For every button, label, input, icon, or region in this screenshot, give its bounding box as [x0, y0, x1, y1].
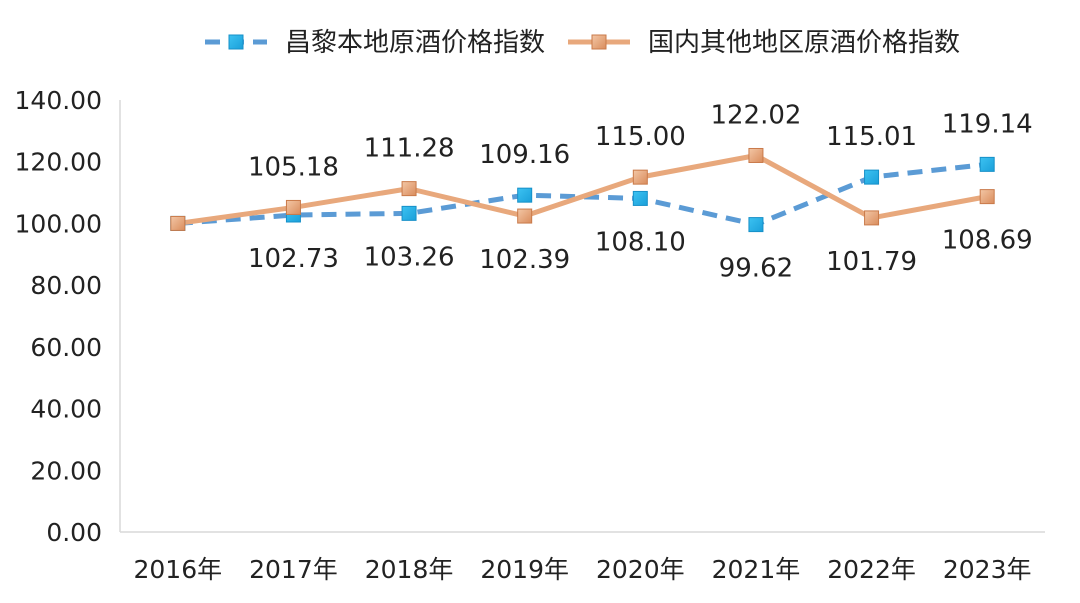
x-tick-label: 2019年 — [480, 555, 569, 584]
series-2-marker — [170, 215, 186, 231]
series-2-data-label: 105.18 — [248, 152, 339, 182]
series-line-2 — [175, 152, 990, 226]
y-tick-label: 100.00 — [15, 209, 102, 238]
series-2-marker — [632, 169, 648, 185]
series-1-marker — [517, 187, 533, 203]
series-2-data-label: 108.69 — [942, 226, 1033, 256]
y-tick-label: 120.00 — [15, 148, 102, 177]
series-markers — [170, 147, 995, 233]
data-labels: 102.73 105.18 103.26 111.28 109.16 102.39 108.… — [248, 100, 1033, 283]
x-tick-label: 2017年 — [249, 555, 338, 584]
legend: 昌黎本地原酒价格指数 国内其他地区原酒价格指数 — [205, 28, 960, 58]
legend-swatch-marker-2 — [591, 34, 607, 50]
y-tick-label: 40.00 — [30, 395, 102, 424]
x-tick-label: 2018年 — [365, 555, 454, 584]
legend-swatch-marker-1 — [228, 34, 244, 50]
series-1-marker — [401, 205, 417, 221]
series-1-marker — [864, 169, 880, 185]
x-tick-label: 2022年 — [827, 555, 916, 584]
series-2-data-label: 101.79 — [826, 247, 917, 277]
series-2-marker — [285, 199, 301, 215]
legend-label-1: 昌黎本地原酒价格指数 — [285, 28, 545, 58]
x-tick-label: 2023年 — [943, 555, 1032, 584]
series-1-marker — [632, 190, 648, 206]
series-1-marker — [748, 217, 764, 233]
series-2-marker — [517, 208, 533, 224]
y-tick-label: 0.00 — [46, 518, 102, 547]
x-tick-label: 2020年 — [596, 555, 685, 584]
x-tick-label: 2016年 — [134, 555, 223, 584]
series-2-data-label: 111.28 — [364, 134, 455, 164]
y-tick-label: 60.00 — [30, 333, 102, 362]
y-tick-label: 140.00 — [15, 86, 102, 115]
y-tick-label: 80.00 — [30, 271, 102, 300]
series-2-marker — [401, 181, 417, 197]
legend-label-2: 国内其他地区原酒价格指数 — [648, 28, 960, 58]
series-2-data-label: 102.39 — [479, 245, 570, 275]
series-1-data-label: 119.14 — [942, 109, 1033, 139]
series-2-data-label: 115.00 — [595, 122, 686, 152]
series-2-marker — [979, 189, 995, 205]
series-1-data-label: 99.62 — [719, 254, 793, 284]
series-1-marker — [979, 156, 995, 172]
series-1-data-label: 109.16 — [479, 140, 570, 170]
series-1-data-label: 103.26 — [364, 242, 455, 272]
x-tick-label: 2021年 — [712, 555, 801, 584]
series-2-marker — [864, 210, 880, 226]
series-1-data-label: 115.01 — [826, 122, 917, 152]
axes: 0.00 20.00 40.00 60.00 80.00 100.00 120.00 140.… — [15, 86, 1045, 584]
series-1-data-label: 102.73 — [248, 244, 339, 274]
series-2-data-label: 122.02 — [710, 100, 801, 130]
series-lines — [175, 152, 990, 228]
series-1-data-label: 108.10 — [595, 227, 686, 257]
series-2-marker — [748, 147, 764, 163]
y-tick-label: 20.00 — [30, 456, 102, 485]
